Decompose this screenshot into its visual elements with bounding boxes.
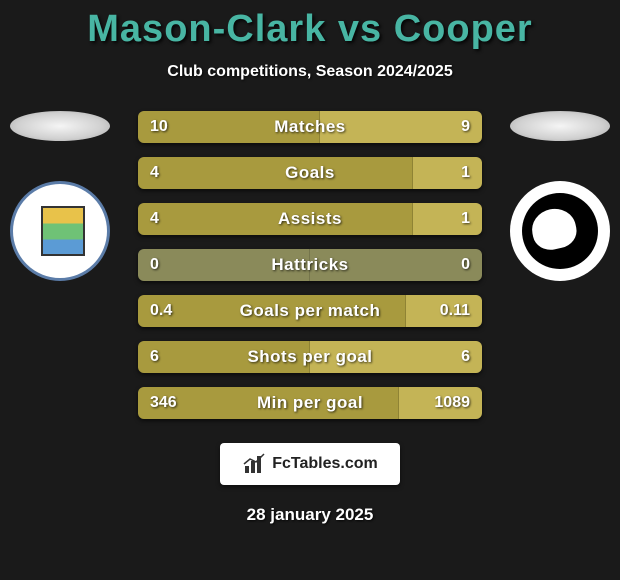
stat-value-right: 1 bbox=[449, 157, 482, 189]
stat-value-left: 0 bbox=[138, 249, 171, 281]
stat-row: Assists4 1 bbox=[138, 203, 482, 235]
watermark-text: FcTables.com bbox=[272, 455, 378, 473]
stat-row: Min per goal3461089 bbox=[138, 387, 482, 419]
stat-value-left: 346 bbox=[138, 387, 189, 419]
stat-row: Hattricks0 0 bbox=[138, 249, 482, 281]
stat-label: Assists bbox=[138, 203, 482, 235]
stat-value-left: 4 bbox=[138, 203, 171, 235]
stat-label: Goals bbox=[138, 157, 482, 189]
stat-label: Hattricks bbox=[138, 249, 482, 281]
stat-value-left: 4 bbox=[138, 157, 171, 189]
name-plate-left bbox=[10, 111, 110, 141]
stat-value-right: 0 bbox=[449, 249, 482, 281]
name-plate-right bbox=[510, 111, 610, 141]
club-crest-right bbox=[510, 181, 610, 281]
stat-value-left: 0.4 bbox=[138, 295, 184, 327]
stat-row: Shots per goal6 6 bbox=[138, 341, 482, 373]
stat-bars: Matches109Goals41Assists41Hattricks00Goa… bbox=[138, 111, 482, 433]
stat-row: Matches10 9 bbox=[138, 111, 482, 143]
stat-value-left: 6 bbox=[138, 341, 171, 373]
stat-value-left: 10 bbox=[138, 111, 180, 143]
stat-value-right: 1 bbox=[449, 203, 482, 235]
stat-label: Matches bbox=[138, 111, 482, 143]
comparison-main: Matches109Goals41Assists41Hattricks00Goa… bbox=[0, 111, 620, 421]
player-left-block bbox=[0, 111, 120, 281]
stat-row: Goals4 1 bbox=[138, 157, 482, 189]
player-right-block bbox=[500, 111, 620, 281]
generated-date: 28 january 2025 bbox=[0, 505, 620, 525]
watermark: FcTables.com bbox=[220, 443, 400, 485]
chart-icon bbox=[242, 452, 266, 476]
stat-row: Goals per match0.40.11 bbox=[138, 295, 482, 327]
stat-value-right: 0.11 bbox=[428, 295, 482, 327]
comparison-subtitle: Club competitions, Season 2024/2025 bbox=[0, 63, 620, 81]
stat-value-right: 6 bbox=[449, 341, 482, 373]
comparison-title: Mason-Clark vs Cooper bbox=[0, 0, 620, 51]
stat-label: Shots per goal bbox=[138, 341, 482, 373]
stat-value-right: 9 bbox=[449, 111, 482, 143]
club-crest-left bbox=[10, 181, 110, 281]
stat-value-right: 1089 bbox=[422, 387, 482, 419]
